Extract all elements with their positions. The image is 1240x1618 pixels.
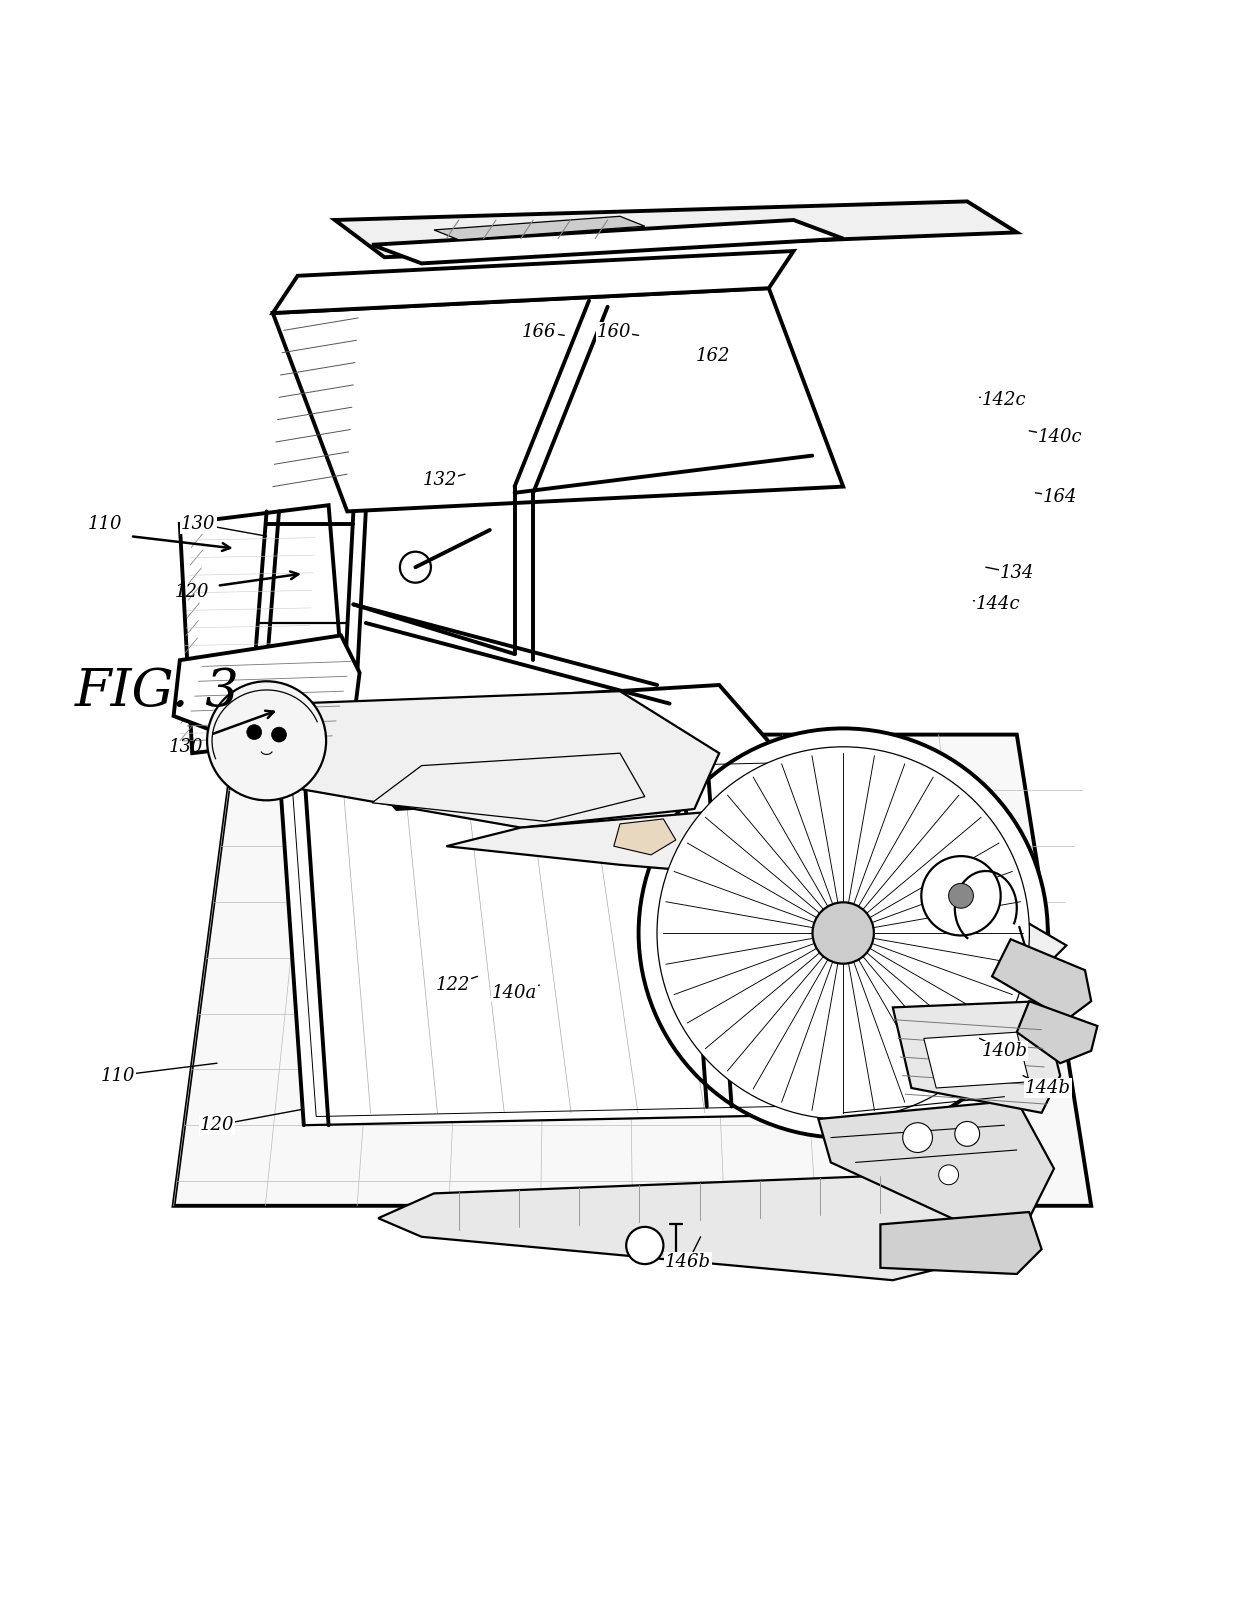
Text: 162: 162: [696, 348, 730, 366]
Circle shape: [272, 726, 286, 743]
Polygon shape: [1017, 1002, 1097, 1063]
Polygon shape: [806, 883, 1066, 971]
Circle shape: [903, 1123, 932, 1152]
Polygon shape: [372, 754, 645, 822]
Text: 120: 120: [175, 582, 210, 600]
Circle shape: [949, 883, 973, 908]
Polygon shape: [893, 1002, 1060, 1113]
Polygon shape: [372, 220, 843, 264]
Text: 120: 120: [200, 1116, 234, 1134]
Polygon shape: [378, 1175, 992, 1280]
Polygon shape: [310, 684, 806, 809]
Polygon shape: [992, 938, 1091, 1019]
Text: 130: 130: [181, 515, 216, 532]
Text: 110: 110: [100, 1066, 135, 1084]
Polygon shape: [880, 1212, 1042, 1273]
Text: FIG. 3: FIG. 3: [74, 665, 239, 717]
Text: 110: 110: [88, 515, 123, 532]
Text: 146b: 146b: [665, 1252, 712, 1270]
Text: 144b: 144b: [1024, 1079, 1071, 1097]
Text: 132: 132: [423, 471, 458, 489]
Polygon shape: [924, 1032, 1029, 1087]
Polygon shape: [174, 735, 1091, 1205]
Polygon shape: [434, 217, 645, 239]
Text: 164: 164: [1043, 487, 1078, 505]
Circle shape: [639, 728, 1048, 1137]
Text: 166: 166: [522, 322, 557, 341]
Circle shape: [626, 1226, 663, 1264]
Polygon shape: [614, 819, 676, 854]
Text: 134: 134: [999, 565, 1034, 582]
Text: 140b: 140b: [981, 1042, 1028, 1060]
Text: 130: 130: [169, 738, 203, 756]
Circle shape: [955, 1121, 980, 1146]
Polygon shape: [446, 809, 930, 883]
Polygon shape: [273, 251, 794, 312]
Circle shape: [247, 725, 262, 739]
Polygon shape: [174, 636, 360, 754]
Polygon shape: [279, 754, 905, 1125]
Text: 140c: 140c: [1038, 429, 1083, 447]
Circle shape: [812, 903, 874, 964]
Circle shape: [939, 1165, 959, 1184]
Circle shape: [921, 856, 1001, 935]
Circle shape: [207, 681, 326, 801]
Polygon shape: [335, 201, 1017, 257]
Circle shape: [657, 748, 1029, 1120]
Polygon shape: [818, 1100, 1054, 1236]
Text: 160: 160: [596, 322, 631, 341]
Polygon shape: [273, 288, 843, 511]
Text: 144c: 144c: [976, 595, 1021, 613]
Polygon shape: [180, 505, 347, 754]
Text: 122: 122: [435, 976, 470, 993]
Polygon shape: [273, 691, 719, 827]
Text: 140a: 140a: [492, 984, 537, 1002]
Text: 142c: 142c: [982, 392, 1027, 409]
